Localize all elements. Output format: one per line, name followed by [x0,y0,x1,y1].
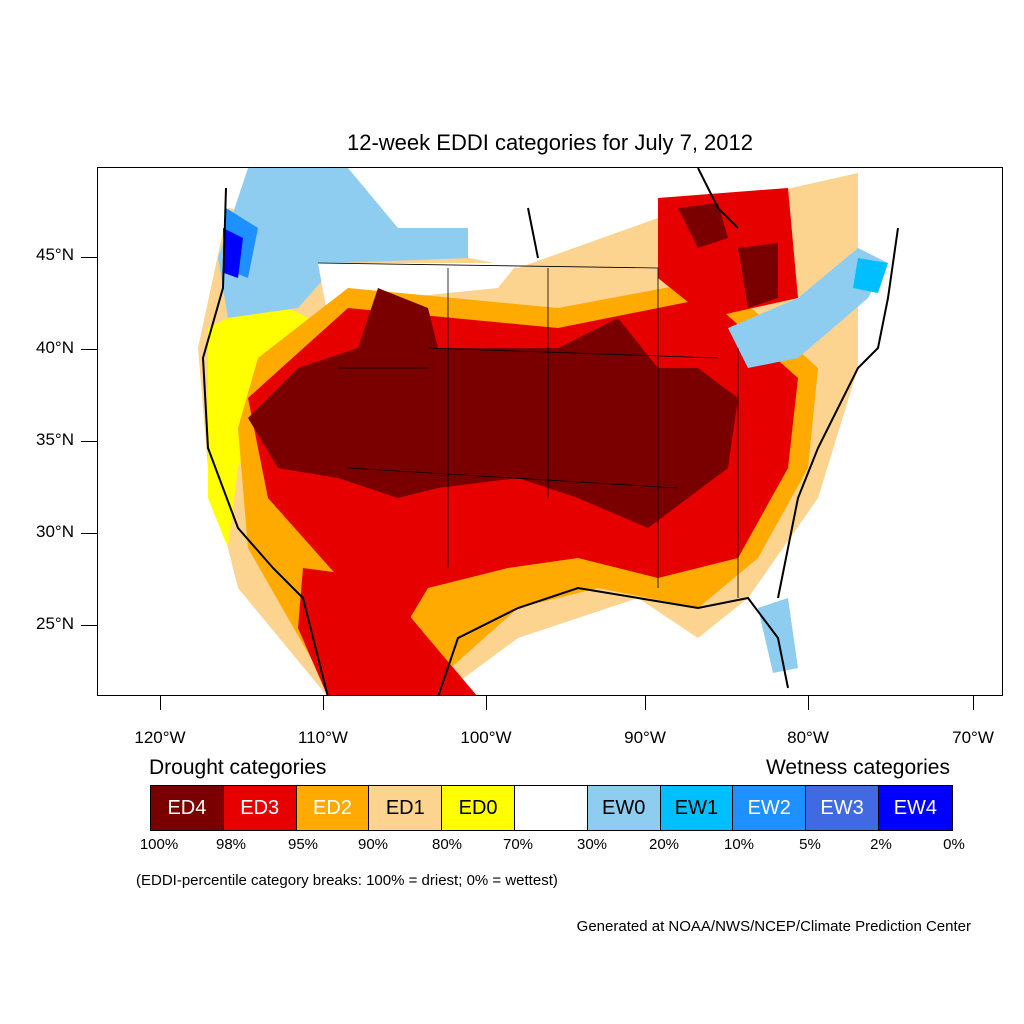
lon-tick-100 [486,696,487,710]
lat-tick-35 [81,441,97,442]
lon-label-90: 90°W [624,728,666,747]
lat-label-30: 30°N [36,522,74,541]
lat-tick-25 [81,625,97,626]
ed4-core [248,288,738,528]
ew-greatlakes [728,248,888,368]
lon-tick-90 [645,696,646,710]
lat-label-45: 45°N [36,245,74,264]
wetness-heading: Wetness categories [765,756,950,779]
legend-neutral [514,786,588,830]
lon-label-80: 80°W [787,728,829,747]
credit-line: Generated at NOAA/NWS/NCEP/Climate Predi… [576,918,971,935]
legend-ed4: ED4 [151,786,224,830]
legend-ed2: ED2 [296,786,370,830]
break-label: 0% [943,836,965,853]
lat-label-25: 25°N [36,614,74,633]
lon-label-70: 70°W [952,728,994,747]
break-label: 100% [139,836,179,853]
category-legend: ED4 ED3 ED2 ED1 ED0 EW0 EW1 EW2 EW3 EW4 [150,785,953,831]
lat-tick-40 [81,349,97,350]
break-label: 30% [576,836,608,853]
ed4-ontario [738,243,778,308]
break-label: 2% [870,836,892,853]
eddi-map [97,167,1003,696]
state-borders [317,262,739,598]
drought-heading: Drought categories [149,756,327,779]
legend-ed1: ED1 [369,786,443,830]
break-label: 5% [799,836,821,853]
lon-label-110: 110°W [298,728,348,747]
lon-label-100: 100°W [460,728,512,747]
lat-tick-30 [81,533,97,534]
lon-tick-120 [160,696,161,710]
lat-tick-45 [81,257,97,258]
break-label: 70% [502,836,534,853]
break-label: 80% [431,836,463,853]
lat-label-35: 35°N [36,430,74,449]
legend-ew2: EW2 [733,786,807,830]
break-label: 90% [357,836,389,853]
ew4-pacific [223,228,243,278]
legend-ed3: ED3 [223,786,297,830]
legend-ew3: EW3 [806,786,879,830]
ed3-mexico [298,568,477,695]
ed4-northeast [678,203,728,248]
break-label: 98% [215,836,247,853]
lon-tick-110 [323,696,324,710]
legend-ew1: EW1 [660,786,734,830]
ew-florida [758,598,798,673]
lon-label-120: 120°W [134,728,186,747]
legend-ed0: ED0 [442,786,515,830]
lon-tick-70 [973,696,974,710]
ew1-greatlakes [853,258,888,293]
coastline [201,168,899,695]
lon-tick-80 [808,696,809,710]
ew-northwest [218,168,468,318]
legend-ew4: EW4 [878,786,952,830]
category-note: (EDDI-percentile category breaks: 100% =… [136,872,558,889]
break-label: 20% [648,836,680,853]
break-label: 95% [287,836,319,853]
lat-label-40: 40°N [36,338,74,357]
map-title: 12-week EDDI categories for July 7, 2012 [347,130,753,155]
break-label: 10% [723,836,755,853]
legend-ew0: EW0 [587,786,661,830]
